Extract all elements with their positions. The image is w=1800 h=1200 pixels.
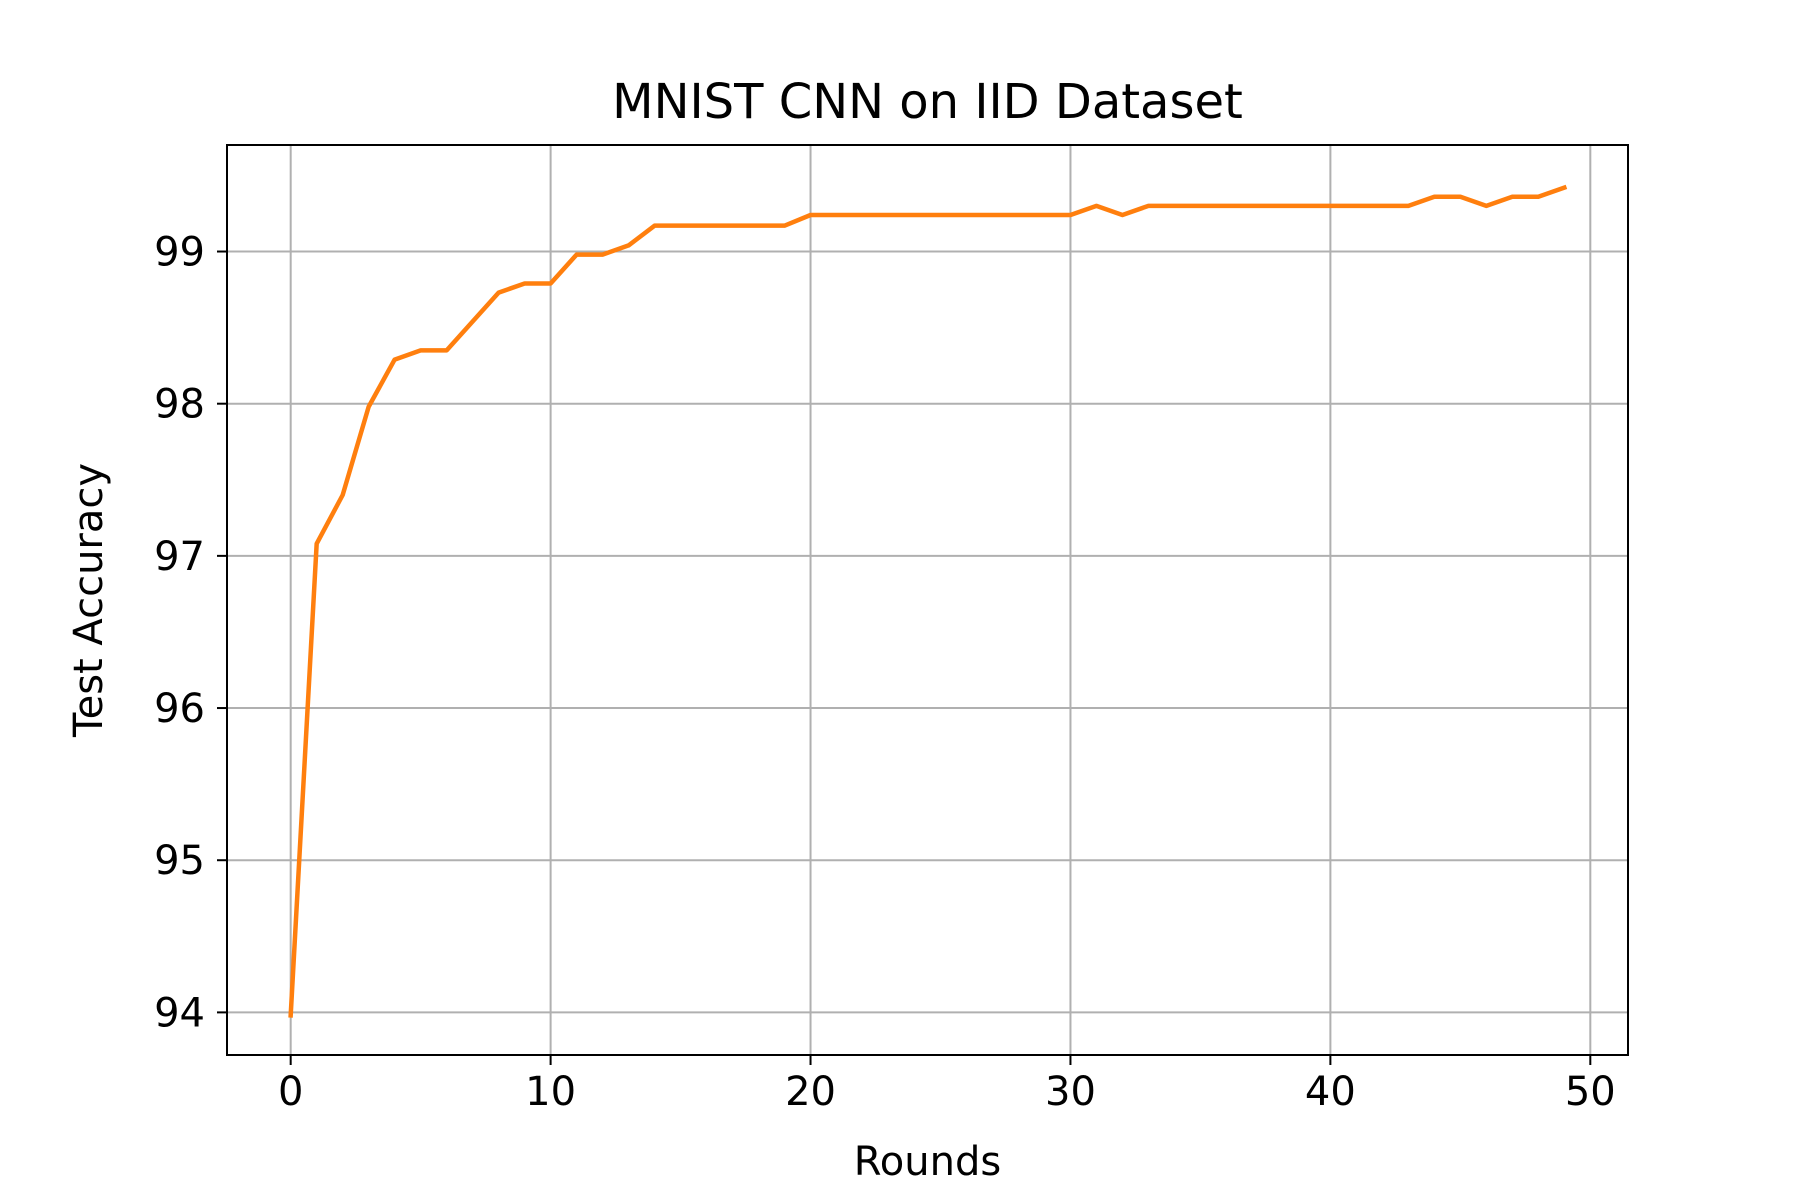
series-layer bbox=[288, 184, 1568, 1018]
x-tick-label: 10 bbox=[525, 1069, 576, 1115]
y-tick-label: 99 bbox=[154, 230, 205, 276]
y-tick-label: 95 bbox=[154, 838, 205, 884]
x-tick-label: 20 bbox=[785, 1069, 836, 1115]
tick-layer: 0 10 20 30 40 50 94 95 96 97 98 99 bbox=[154, 230, 1616, 1115]
x-tick-label: 40 bbox=[1305, 1069, 1356, 1115]
y-tick-label: 98 bbox=[154, 382, 205, 428]
y-tick-label: 96 bbox=[154, 686, 205, 732]
series-line bbox=[288, 184, 1568, 1018]
x-axis-title: Rounds bbox=[854, 1139, 1001, 1185]
x-tick-label: 50 bbox=[1565, 1069, 1616, 1115]
grid-layer bbox=[227, 145, 1628, 1055]
y-axis-title: Test Accuracy bbox=[66, 463, 112, 738]
y-tick-label: 94 bbox=[154, 990, 205, 1036]
plot-frame bbox=[226, 144, 1629, 1056]
x-tick-label: 30 bbox=[1045, 1069, 1096, 1115]
x-tick-label: 0 bbox=[278, 1069, 303, 1115]
chart-title: MNIST CNN on IID Dataset bbox=[612, 74, 1243, 130]
y-tick-label: 97 bbox=[154, 534, 205, 580]
